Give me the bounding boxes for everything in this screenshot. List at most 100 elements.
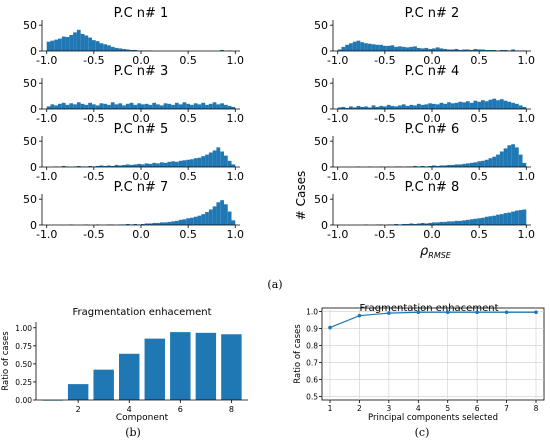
y-axis-label: # Cases xyxy=(294,171,308,221)
x-tick-label: 0.0 xyxy=(132,170,150,183)
histogram-bar xyxy=(208,152,213,167)
histogram-bar xyxy=(61,36,66,51)
histogram-bar xyxy=(114,104,119,109)
histogram-bar xyxy=(61,165,66,167)
x-tick-label: 1.0 xyxy=(518,228,536,241)
histogram-bar xyxy=(107,165,111,167)
x-tick-label: -0.5 xyxy=(374,228,395,241)
x-tick-label: -1.0 xyxy=(36,54,57,67)
histogram-bar xyxy=(465,101,470,109)
histogram-bar xyxy=(163,222,168,225)
histogram-bar xyxy=(65,104,70,109)
x-tick-label: 4 xyxy=(416,404,421,413)
histogram-bar xyxy=(99,43,104,51)
x-tick-label: -1.0 xyxy=(327,170,348,183)
histogram-bar xyxy=(69,34,74,51)
histogram-bar xyxy=(432,48,436,51)
histogram-bar xyxy=(499,214,504,225)
histogram-bar xyxy=(129,164,134,167)
histogram-bar xyxy=(216,202,221,225)
histogram-bar xyxy=(462,49,466,51)
x-tick-label: 1.0 xyxy=(518,54,536,67)
x-tick-label: -1.0 xyxy=(327,228,348,241)
histogram-bar xyxy=(405,105,410,109)
histogram-bar xyxy=(481,49,485,51)
histogram-bar xyxy=(182,102,187,109)
x-tick-label: 0.5 xyxy=(470,112,488,125)
histogram-bar xyxy=(99,165,104,167)
histogram-bar xyxy=(443,48,448,51)
x-tick-label: 1.0 xyxy=(227,170,245,183)
histogram-panel: P.C n# 5 -1.0 -0.5 0.0 0.5 1.0 0 50 xyxy=(23,122,244,183)
histogram-bar xyxy=(481,100,485,109)
histogram-bar xyxy=(122,105,126,109)
histogram-bar xyxy=(492,98,497,109)
histogram-bar xyxy=(337,49,342,51)
histogram-bar xyxy=(477,161,482,167)
histogram-bar xyxy=(159,162,164,167)
histogram-bar xyxy=(484,101,489,109)
histogram-bar xyxy=(125,223,130,225)
histogram-bar xyxy=(88,165,92,167)
histogram-bar xyxy=(337,107,342,109)
histogram-bar xyxy=(356,105,361,109)
histogram-bar xyxy=(518,154,523,167)
histogram-bar xyxy=(125,49,130,51)
histogram-bar xyxy=(364,106,368,109)
histogram-bar xyxy=(469,219,474,225)
histogram-bar xyxy=(428,103,432,109)
histogram-bar xyxy=(76,29,81,51)
histogram-bar xyxy=(212,102,217,109)
x-tick-label: -0.5 xyxy=(83,228,104,241)
histogram-bar xyxy=(141,164,145,167)
histogram-bar xyxy=(499,49,504,51)
histogram-bar xyxy=(156,222,160,225)
y-tick-label: 0.75 xyxy=(15,342,32,351)
histogram-bar xyxy=(231,220,236,225)
histogram-bar xyxy=(409,223,414,225)
histogram-bar xyxy=(156,163,160,167)
histogram-bar xyxy=(394,106,399,109)
histogram-title: P.C n# 4 xyxy=(405,64,460,79)
histogram-bar xyxy=(50,104,55,109)
x-axis-label: ρRMSE xyxy=(420,244,452,260)
histogram-bar xyxy=(435,165,440,167)
histogram-bar xyxy=(420,222,425,225)
y-axis-label: Ratio of cases xyxy=(1,331,11,391)
histogram-bar xyxy=(186,103,191,109)
histogram-bar xyxy=(439,48,444,51)
histogram-bar xyxy=(122,164,126,167)
histogram-bar xyxy=(125,103,130,109)
bar xyxy=(144,338,165,400)
histogram-bar xyxy=(409,104,414,109)
x-tick-label: 2 xyxy=(357,404,362,413)
x-tick-label: -1.0 xyxy=(36,228,57,241)
histogram-bar xyxy=(76,102,81,109)
histogram-bar xyxy=(107,104,111,109)
histogram-bar xyxy=(205,104,209,109)
histogram-bar xyxy=(349,43,353,51)
histogram-bar xyxy=(511,144,515,167)
y-tick-label: 0.9 xyxy=(306,324,318,333)
histogram-bar xyxy=(503,100,508,109)
histogram-bar xyxy=(118,165,123,167)
histogram-bar xyxy=(137,163,141,167)
histogram-bar xyxy=(514,210,519,225)
histogram-bar xyxy=(424,223,429,225)
histogram-bar xyxy=(80,103,85,109)
histogram-bar xyxy=(46,106,51,109)
histogram-bar xyxy=(413,223,417,225)
histogram-bar xyxy=(110,102,115,109)
y-tick-label: 50 xyxy=(314,193,328,206)
histogram-bar xyxy=(477,218,482,225)
histogram-bar xyxy=(484,216,489,225)
histogram-bar xyxy=(46,41,51,51)
histogram-title: P.C n# 6 xyxy=(405,122,460,137)
x-tick-label: -1.0 xyxy=(327,112,348,125)
histogram-bar xyxy=(122,48,126,51)
x-tick-label: 0.0 xyxy=(132,228,150,241)
histogram-bar xyxy=(220,151,224,167)
histogram-title: P.C n# 2 xyxy=(405,6,460,21)
histogram-bar xyxy=(227,211,232,225)
x-tick-label: 0.0 xyxy=(132,54,150,67)
